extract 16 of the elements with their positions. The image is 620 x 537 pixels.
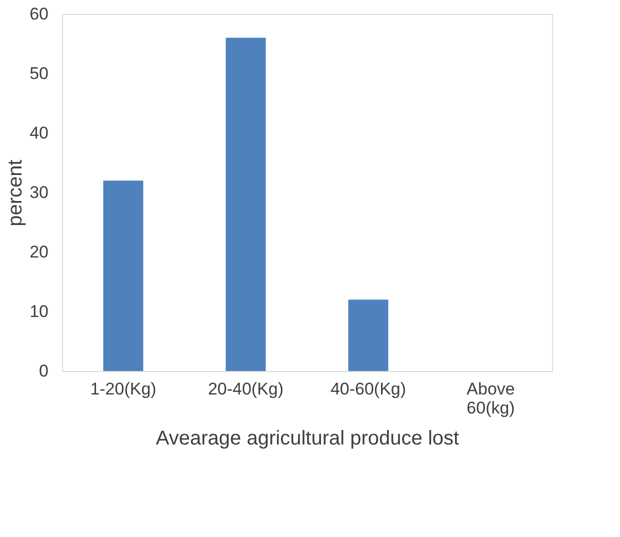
x-axis-title: Avearage agricultural produce lost	[156, 428, 460, 450]
x-tick-label: Above 60(kg)	[466, 380, 515, 418]
y-axis-title: percent	[4, 159, 27, 226]
y-tick-label: 10	[30, 302, 48, 321]
y-tick-label: 0	[39, 362, 48, 380]
bar	[226, 38, 266, 371]
x-tick-label: 20-40(Kg)	[208, 380, 284, 398]
y-tick-label: 50	[30, 64, 48, 83]
bar	[103, 180, 144, 371]
y-tick-label: 30	[30, 183, 48, 202]
y-tick-label: 40	[30, 124, 48, 142]
x-tick-label: 1-20(Kg)	[90, 380, 156, 398]
x-tick-label: 40-60(Kg)	[330, 380, 406, 398]
bar	[348, 300, 388, 371]
y-tick-label: 60	[30, 4, 48, 24]
y-tick-label: 20	[30, 242, 48, 262]
